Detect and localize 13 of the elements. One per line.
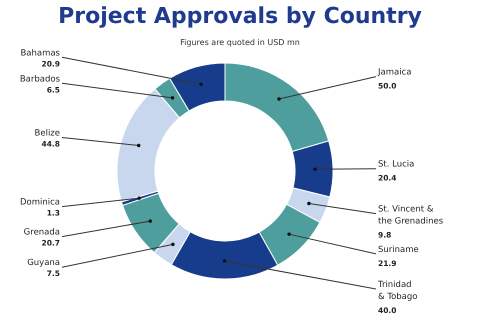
slice-label: Belize bbox=[34, 128, 60, 139]
chart-subtitle: Figures are quoted in USD mn bbox=[180, 38, 300, 47]
slice-label: Bahamas bbox=[20, 48, 61, 58]
slice-label: Dominica bbox=[20, 198, 60, 208]
slice-label: Jamaica bbox=[377, 68, 412, 78]
slice-label: St. Vincent & the Grenadines bbox=[378, 204, 444, 227]
slice-label: Trinidad & Tobago bbox=[377, 280, 418, 302]
slice-label: Guyana bbox=[27, 258, 60, 268]
slice-label: Suriname bbox=[378, 244, 419, 255]
slice-label: Grenada bbox=[24, 228, 60, 238]
chart-title: Project Approvals by Country bbox=[58, 4, 422, 29]
slice-label: St. Lucia bbox=[378, 160, 414, 170]
slice-label: Barbados bbox=[20, 74, 61, 84]
